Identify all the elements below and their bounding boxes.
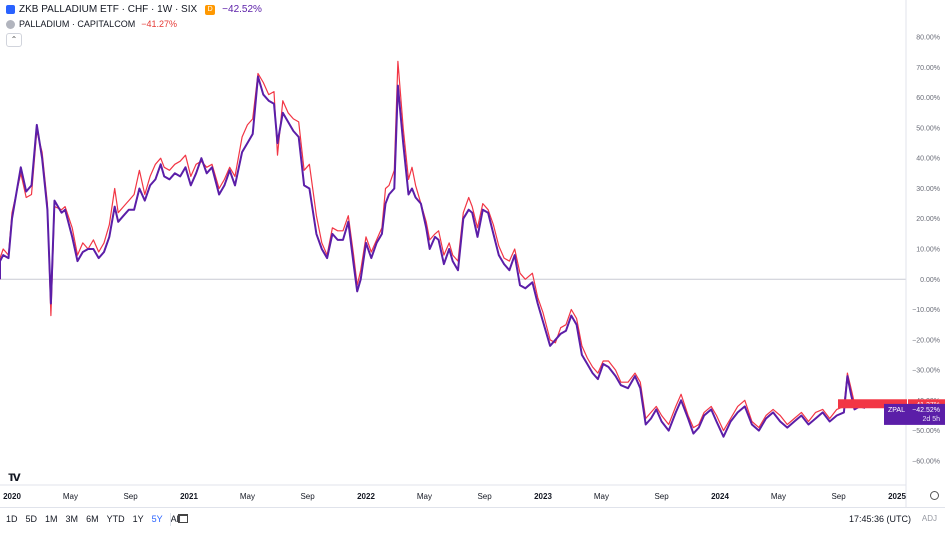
x-axis[interactable]: 2020 May Sep 2021 May Sep 2022 May Sep 2023 May Sep… — [3, 492, 906, 501]
compare-symbol-change: −41.27% — [141, 19, 177, 29]
x-tick-label: 2022 — [357, 492, 375, 501]
timeframe-1d[interactable]: 1D — [6, 514, 18, 524]
settings-gear-icon[interactable] — [930, 491, 939, 500]
main-symbol-change: −42.52% — [222, 4, 262, 15]
y-tick-label: −10.00% — [912, 307, 940, 314]
y-tick-label: 60.00% — [916, 95, 940, 102]
y-tick-label: 50.00% — [916, 125, 940, 132]
adjust-toggle[interactable]: ADJ — [921, 514, 937, 523]
y-tick-label: 40.00% — [916, 156, 940, 163]
x-tick-label: 2021 — [180, 492, 198, 501]
x-tick-label: 2023 — [534, 492, 552, 501]
y-tick-label: 10.00% — [916, 247, 940, 254]
palladium-logo-icon — [6, 19, 15, 29]
y-tick-label: −30.00% — [912, 368, 940, 375]
calendar-goto-date-icon[interactable] — [178, 514, 188, 523]
price-labels: −41.27%ZPAL−42.52%2d 5h — [838, 399, 945, 425]
y-tick-label: 80.00% — [916, 35, 940, 42]
palladium-last-value-tag — [838, 399, 907, 409]
timeframe-all[interactable]: All — [170, 514, 181, 524]
collapse-legend-button[interactable]: ⌃ — [6, 33, 22, 47]
x-tick-label: Sep — [123, 492, 138, 501]
y-tick-label: 20.00% — [916, 216, 940, 223]
toolbar-divider — [170, 513, 171, 526]
x-tick-label: Sep — [300, 492, 315, 501]
x-tick-label: May — [594, 492, 609, 501]
timeframe-5d[interactable]: 5D — [25, 514, 38, 524]
main-symbol-row[interactable]: ZKB PALLADIUM ETF · CHF · 1W · SIX D −42… — [6, 4, 262, 15]
x-tick-label: Sep — [831, 492, 846, 501]
main-symbol-title[interactable]: ZKB PALLADIUM ETF · CHF · 1W · SIX — [19, 4, 198, 15]
chart-series — [0, 60, 866, 438]
compare-symbol-title[interactable]: PALLADIUM · CAPITALCOM — [19, 19, 136, 29]
timeframe-ytd[interactable]: YTD — [106, 514, 125, 524]
timeframe-6m[interactable]: 6M — [86, 514, 99, 524]
y-tick-label: 30.00% — [916, 186, 940, 193]
data-badge[interactable]: D — [205, 4, 216, 15]
chart-canvas[interactable]: 80.00% 70.00% 60.00% 50.00% 40.00% 30.00% 20.0… — [0, 0, 945, 507]
timezone-clock[interactable]: 17:45:36 (UTC) — [848, 514, 911, 524]
series-line-palladium[interactable] — [0, 60, 866, 432]
y-tick-label: −50.00% — [912, 428, 940, 435]
x-tick-label: Sep — [654, 492, 669, 501]
chart-legend: ZKB PALLADIUM ETF · CHF · 1W · SIX D −42… — [0, 0, 600, 50]
x-tick-label: May — [240, 492, 255, 501]
x-tick-label: 2025 — [888, 492, 906, 501]
y-tick-label: −60.00% — [912, 458, 940, 465]
timeframe-buttons: 1D 5D 1M 3M 6M YTD 1Y 5Y All — [6, 514, 189, 524]
compare-symbol-row[interactable]: PALLADIUM · CAPITALCOM −41.27% — [6, 19, 177, 29]
x-tick-label: Sep — [477, 492, 492, 501]
x-tick-label: May — [417, 492, 432, 501]
y-tick-label: 0.00% — [920, 277, 940, 284]
tradingview-logo: ᴛᴠ — [8, 468, 21, 484]
y-axis[interactable]: 80.00% 70.00% 60.00% 50.00% 40.00% 30.00% 20.0… — [912, 35, 940, 466]
timeframe-1y[interactable]: 1Y — [132, 514, 144, 524]
zpal-last-value: −42.52% — [912, 407, 940, 414]
bottom-toolbar: 1D 5D 1M 3M 6M YTD 1Y 5Y All 17:45:36 (UTC) ADJ — [0, 507, 945, 533]
palladium-axis-tag — [908, 399, 945, 409]
series-line-zpal[interactable] — [0, 75, 866, 438]
y-tick-label: 70.00% — [916, 65, 940, 72]
x-tick-label: 2024 — [711, 492, 729, 501]
timeframe-3m[interactable]: 3M — [65, 514, 79, 524]
zpal-series-name: ZPAL — [888, 407, 905, 414]
y-tick-label: −20.00% — [912, 337, 940, 344]
timeframe-1m[interactable]: 1M — [45, 514, 58, 524]
zkb-logo-icon — [6, 5, 15, 14]
chart-grid — [0, 0, 907, 507]
x-tick-label: May — [771, 492, 786, 501]
zpal-last-value-tag — [884, 403, 945, 425]
x-tick-label: May — [63, 492, 78, 501]
timeframe-5y[interactable]: 5Y — [151, 514, 163, 524]
x-tick-label: 2020 — [3, 492, 21, 501]
bar-countdown: 2d 5h — [922, 416, 940, 423]
